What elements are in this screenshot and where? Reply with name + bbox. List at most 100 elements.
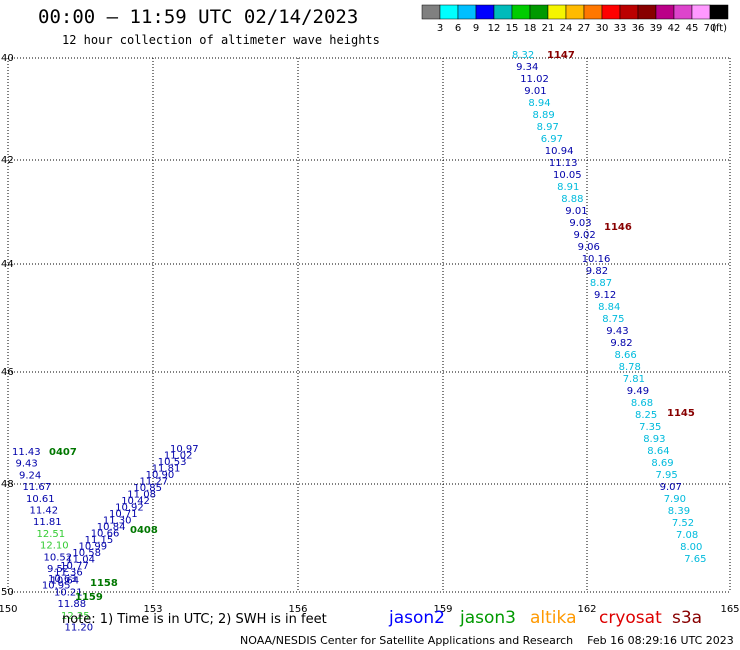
legend-label: 36 bbox=[632, 23, 645, 34]
wave-height-east: 8.78 bbox=[619, 362, 641, 373]
wave-height-diagonal: 11.15 bbox=[85, 535, 114, 546]
legend-unit: (ft) bbox=[712, 23, 727, 34]
wave-height-west: 9.52 bbox=[47, 564, 69, 575]
legend-label: 18 bbox=[524, 23, 537, 34]
wave-height-west: 10.64 bbox=[51, 576, 80, 587]
map-subtitle: 12 hour collection of altimeter wave hei… bbox=[62, 33, 380, 47]
lat-label: 40 bbox=[1, 53, 14, 64]
wave-height-east: 9.07 bbox=[660, 482, 682, 493]
wave-height-diagonal: 10.58 bbox=[72, 548, 101, 559]
wave-height-diagonal: 11.30 bbox=[103, 516, 132, 527]
wave-height-east: 7.52 bbox=[672, 518, 694, 529]
wave-height-west: 11.20 bbox=[65, 623, 94, 634]
lat-label: 44 bbox=[1, 259, 14, 270]
pass-id: 1158 bbox=[90, 578, 118, 589]
wave-height-diagonal: 10.85 bbox=[133, 483, 162, 494]
credit-line: NOAA/NESDIS Center for Satellite Applica… bbox=[240, 634, 734, 647]
legend-label: 70 bbox=[704, 23, 717, 34]
wave-height-diagonal: 10.71 bbox=[109, 509, 138, 520]
wave-height-west: 9.43 bbox=[16, 459, 38, 470]
lon-label: 159 bbox=[433, 604, 452, 615]
wave-height-west: 11.43 bbox=[12, 447, 41, 458]
legend-label: 3 bbox=[437, 23, 443, 34]
wave-height-east: 9.49 bbox=[627, 386, 649, 397]
wave-height-diagonal: 10.95 bbox=[42, 581, 71, 592]
legend-swatch bbox=[583, 4, 603, 20]
wave-height-east: 9.82 bbox=[586, 266, 608, 277]
wave-height-diagonal: 11.27 bbox=[140, 477, 169, 488]
lon-label: 156 bbox=[288, 604, 307, 615]
wave-height-west: 10.61 bbox=[26, 494, 55, 505]
wave-height-west: 11.67 bbox=[23, 482, 52, 493]
legend-label: 45 bbox=[686, 23, 699, 34]
legend-swatch bbox=[439, 4, 459, 20]
wave-height-east: 9.02 bbox=[574, 230, 596, 241]
wave-height-west: 9.24 bbox=[19, 470, 41, 481]
wave-height-east: 9.43 bbox=[606, 326, 628, 337]
wave-height-east: 8.87 bbox=[590, 278, 612, 289]
legend-swatch bbox=[601, 4, 621, 20]
wave-height-west: 11.81 bbox=[33, 517, 62, 528]
wave-height-diagonal: 10.42 bbox=[121, 496, 150, 507]
wave-height-east: 10.16 bbox=[582, 254, 611, 265]
satellite-jason3: jason3 bbox=[460, 608, 516, 628]
wave-height-east: 8.69 bbox=[651, 458, 673, 469]
wave-height-east: 7.65 bbox=[684, 554, 706, 565]
altimeter-tracks: 8.329.3411.029.018.948.898.976.9710.9411… bbox=[12, 50, 706, 634]
wave-height-east: 8.84 bbox=[598, 302, 620, 313]
legend-swatch bbox=[691, 4, 711, 20]
wave-height-west: 12.51 bbox=[37, 529, 66, 540]
lat-label: 50 bbox=[1, 587, 14, 598]
legend-swatch bbox=[475, 4, 495, 20]
pass-labels: 1147 1146 1145 0407 0408 1158 1159 bbox=[49, 50, 695, 603]
wave-height-east: 6.97 bbox=[541, 134, 563, 145]
wave-height-diagonal: 10.63 bbox=[48, 574, 77, 585]
legend-swatch bbox=[565, 4, 585, 20]
wave-height-east: 11.02 bbox=[520, 74, 549, 85]
legend-swatch bbox=[655, 4, 675, 20]
wave-height-east: 8.64 bbox=[647, 446, 669, 457]
wave-height-east: 8.00 bbox=[680, 542, 702, 553]
wave-height-east: 10.94 bbox=[545, 146, 574, 157]
wave-height-diagonal: 10.97 bbox=[170, 444, 199, 455]
wave-height-west: 11.42 bbox=[30, 506, 59, 517]
legend-label: 39 bbox=[650, 23, 663, 34]
lon-label: 162 bbox=[577, 604, 596, 615]
wave-height-diagonal: 10.84 bbox=[97, 522, 126, 533]
lat-label: 46 bbox=[1, 367, 14, 378]
legend-swatch bbox=[547, 4, 567, 20]
wave-height-diagonal: 11.02 bbox=[164, 451, 193, 462]
wave-height-diagonal: 11.04 bbox=[66, 555, 95, 566]
pass-id: 0408 bbox=[130, 525, 158, 536]
wave-height-east: 9.06 bbox=[578, 242, 600, 253]
wave-height-east: 8.25 bbox=[635, 410, 657, 421]
wave-height-east: 8.39 bbox=[668, 506, 690, 517]
legend-swatch bbox=[637, 4, 657, 20]
wave-height-east: 9.03 bbox=[569, 218, 591, 229]
legend-swatch bbox=[421, 4, 441, 20]
wave-height-east: 11.13 bbox=[549, 158, 578, 169]
legend-swatch bbox=[529, 4, 549, 20]
wave-height-diagonal: 11.81 bbox=[152, 464, 181, 475]
wave-height-east: 7.90 bbox=[664, 494, 686, 505]
wave-height-east: 7.08 bbox=[676, 530, 698, 541]
wave-height-east: 8.32 bbox=[512, 50, 534, 61]
wave-height-west: 12.25 bbox=[61, 611, 90, 622]
wave-height-west: 10.52 bbox=[44, 552, 73, 563]
map-title: 00:00 – 11:59 UTC 02/14/2023 bbox=[38, 6, 359, 28]
wave-height-diagonal: 10.92 bbox=[115, 503, 144, 514]
wave-height-diagonal: 10.53 bbox=[158, 457, 187, 468]
pass-id: 1147 bbox=[547, 50, 575, 61]
wave-height-east: 9.12 bbox=[594, 290, 616, 301]
legend-label: 12 bbox=[488, 23, 501, 34]
wave-height-east: 8.66 bbox=[615, 350, 637, 361]
lat-label: 48 bbox=[1, 479, 14, 490]
legend-swatch bbox=[673, 4, 693, 20]
legend-label: 42 bbox=[668, 23, 681, 34]
legend-label: 33 bbox=[614, 23, 627, 34]
map-grid bbox=[7, 57, 731, 593]
wave-height-diagonal: 10.77 bbox=[60, 561, 89, 572]
axis-labels: 40 42 44 46 48 50 150 153 156 159 162 165 bbox=[0, 53, 740, 615]
legend-label: 15 bbox=[506, 23, 519, 34]
legend-swatch bbox=[511, 4, 531, 20]
